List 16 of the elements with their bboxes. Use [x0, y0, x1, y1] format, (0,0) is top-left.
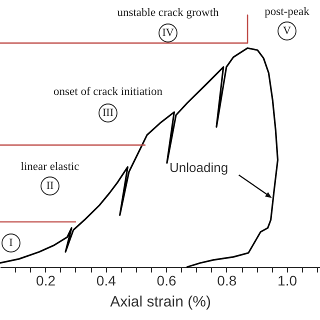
x-tick-label: 0.4: [96, 272, 116, 288]
annotation: unstable crack growth: [117, 7, 220, 19]
annotation: post-peak: [264, 6, 310, 18]
x-tick-label: 1.0: [278, 272, 298, 288]
x-tick-label: 0.8: [217, 272, 237, 288]
annotation: III: [102, 107, 114, 119]
x-tick-label: 0.6: [156, 272, 176, 288]
x-tick-label: 0.2: [36, 272, 56, 288]
annotation: V: [283, 25, 292, 37]
annotation: I: [9, 237, 14, 249]
annotation: linear elastic: [20, 161, 80, 173]
x-axis-title: Axial strain (%): [110, 294, 211, 310]
annotation: II: [46, 180, 54, 192]
annotation: onset of crack initiation: [54, 86, 163, 98]
annotation: IV: [162, 27, 174, 39]
annotation: Unloading: [170, 160, 228, 175]
